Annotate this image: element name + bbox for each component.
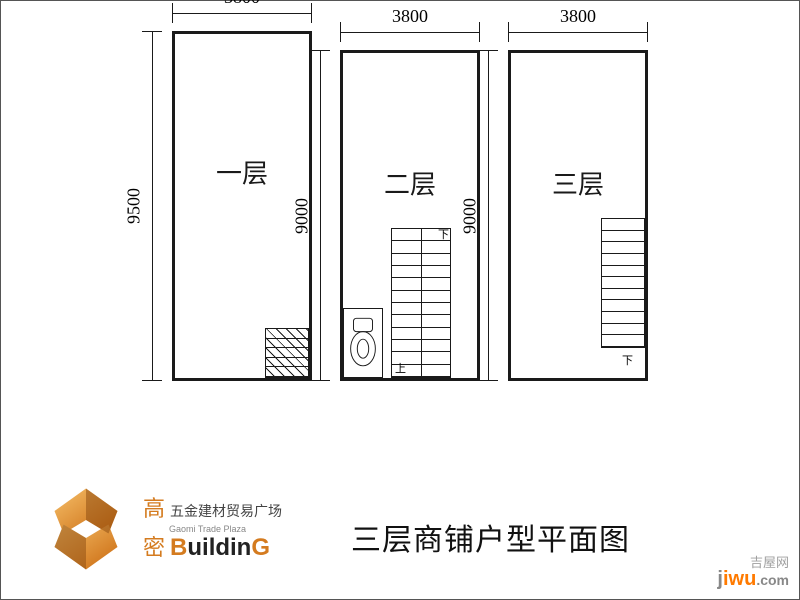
label-up-2: 上 [395,360,406,376]
logo-mark-icon [41,484,131,574]
plan-floor-3: 3800 9000 三层 下 [508,50,648,381]
logo-brand-en: BuildinG [170,534,270,562]
room-label-2: 二层 [384,165,436,202]
dim-height-2: 9000 [310,50,330,381]
dim-height-3: 9000 [478,50,498,381]
bathroom-floor-2 [343,308,383,378]
dim-width-3: 3800 [508,22,648,42]
dim-width-1-label: 3800 [224,0,260,8]
dim-height-3-label: 9000 [460,198,481,234]
footer-logo-block: 高 五金建材贸易广场 Gaomi Trade Plaza 密 BuildinG [41,484,282,574]
dim-height-2-label: 9000 [292,198,313,234]
stairs-floor-2 [391,228,451,378]
room-floor-3: 三层 下 [508,50,648,381]
logo-cn-1: 高 [143,496,166,521]
stairs-floor-1 [265,328,309,378]
logo-text: 高 五金建材贸易广场 Gaomi Trade Plaza 密 BuildinG [143,496,282,561]
watermark: 吉屋网 jiwu.com [717,556,789,589]
watermark-cn: 吉屋网 [717,556,789,569]
dim-width-2-label: 3800 [392,6,428,27]
logo-tagline-cn: 五金建材贸易广场 [170,503,282,519]
label-down-3: 下 [622,352,633,368]
logo-cn-2: 密 [143,535,166,560]
drawing-title: 三层商铺户型平面图 [351,515,630,559]
stairs-floor-3 [601,218,645,348]
label-down-2: 下 [438,226,449,242]
logo-tagline-en: Gaomi Trade Plaza [169,524,282,534]
dim-width-2: 3800 [340,22,480,42]
dim-width-3-label: 3800 [560,6,596,27]
watermark-en: jiwu.com [717,569,789,589]
dim-width-1: 3800 [172,3,312,23]
floorplan-row: 3800 9500 一层 3800 9000 二层 [1,1,799,381]
room-label-1: 一层 [216,153,268,190]
dim-height-1: 9500 [142,31,162,381]
dim-height-1-label: 9500 [124,188,145,224]
toilet-icon [344,309,382,377]
room-label-3: 三层 [552,165,604,202]
